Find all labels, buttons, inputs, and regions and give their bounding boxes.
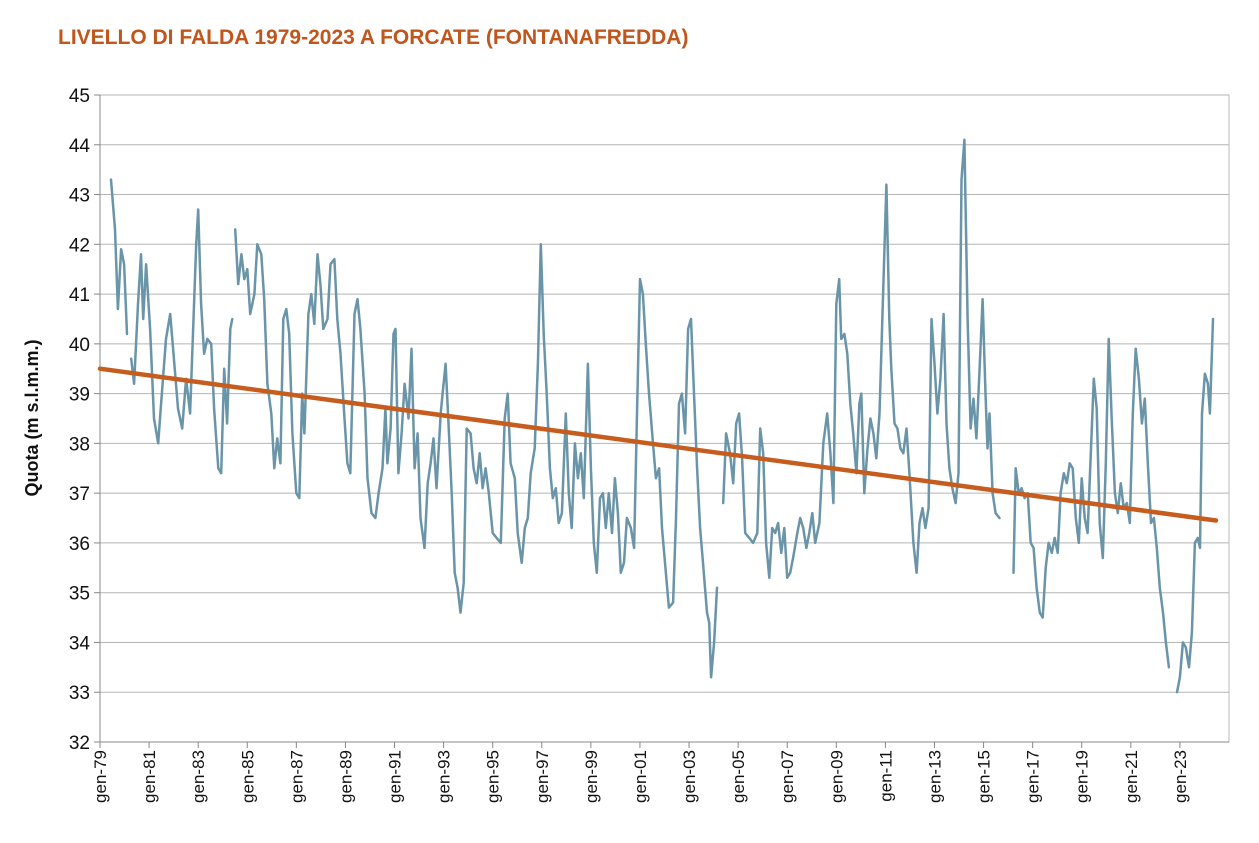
plot-area: [99, 94, 1230, 743]
x-tick-label: gen-03: [680, 750, 699, 803]
y-tick-label: 36: [69, 534, 90, 555]
y-tick-label: 41: [69, 285, 90, 306]
x-tick-label: gen-95: [484, 750, 503, 803]
y-tick-label: 32: [69, 733, 90, 754]
x-tick-label: gen-01: [631, 750, 650, 803]
x-tick-label: gen-89: [336, 750, 355, 803]
x-tick-label: gen-81: [140, 750, 159, 803]
x-tick-label: gen-23: [1171, 750, 1190, 803]
x-tick-label: gen-93: [435, 750, 454, 803]
x-tick-label: gen-97: [533, 750, 552, 803]
x-tick-label: gen-87: [287, 750, 306, 803]
x-tick-label: gen-07: [778, 750, 797, 803]
y-tick-label: 43: [69, 186, 90, 207]
y-tick-label: 34: [69, 633, 91, 654]
chart-title: LIVELLO DI FALDA 1979-2023 A FORCATE (FO…: [58, 26, 688, 49]
y-tick-label: 44: [69, 136, 91, 157]
x-tick-label: gen-91: [386, 750, 405, 803]
x-tick-label: gen-15: [975, 750, 994, 803]
y-tick-label: 38: [69, 434, 90, 455]
y-tick-label: 35: [69, 584, 90, 605]
y-tick-label: 39: [69, 385, 90, 406]
series-line: [109, 138, 1215, 694]
x-tick-label: gen-11: [876, 750, 895, 802]
y-tick-label: 40: [69, 335, 90, 356]
x-tick-label: gen-19: [1073, 750, 1092, 803]
y-tick-label: 37: [69, 484, 90, 505]
y-tick-label: 45: [69, 86, 90, 107]
x-tick-label: gen-83: [189, 750, 208, 803]
y-axis-label: Quota (m s.l.m.m.): [22, 339, 42, 496]
x-tick-label: gen-79: [91, 750, 110, 803]
x-tick-label: gen-09: [827, 750, 846, 803]
x-tick-label: gen-05: [729, 750, 748, 803]
x-tick-label: gen-99: [582, 750, 601, 803]
x-tick-label: gen-13: [925, 750, 944, 803]
x-tick-label: gen-21: [1122, 750, 1141, 803]
y-tick-label: 33: [69, 683, 90, 704]
x-tick-label: gen-17: [1024, 750, 1043, 803]
y-tick-label: 42: [69, 235, 90, 256]
x-tick-label: gen-85: [238, 750, 257, 803]
trend-line: [97, 366, 1219, 523]
